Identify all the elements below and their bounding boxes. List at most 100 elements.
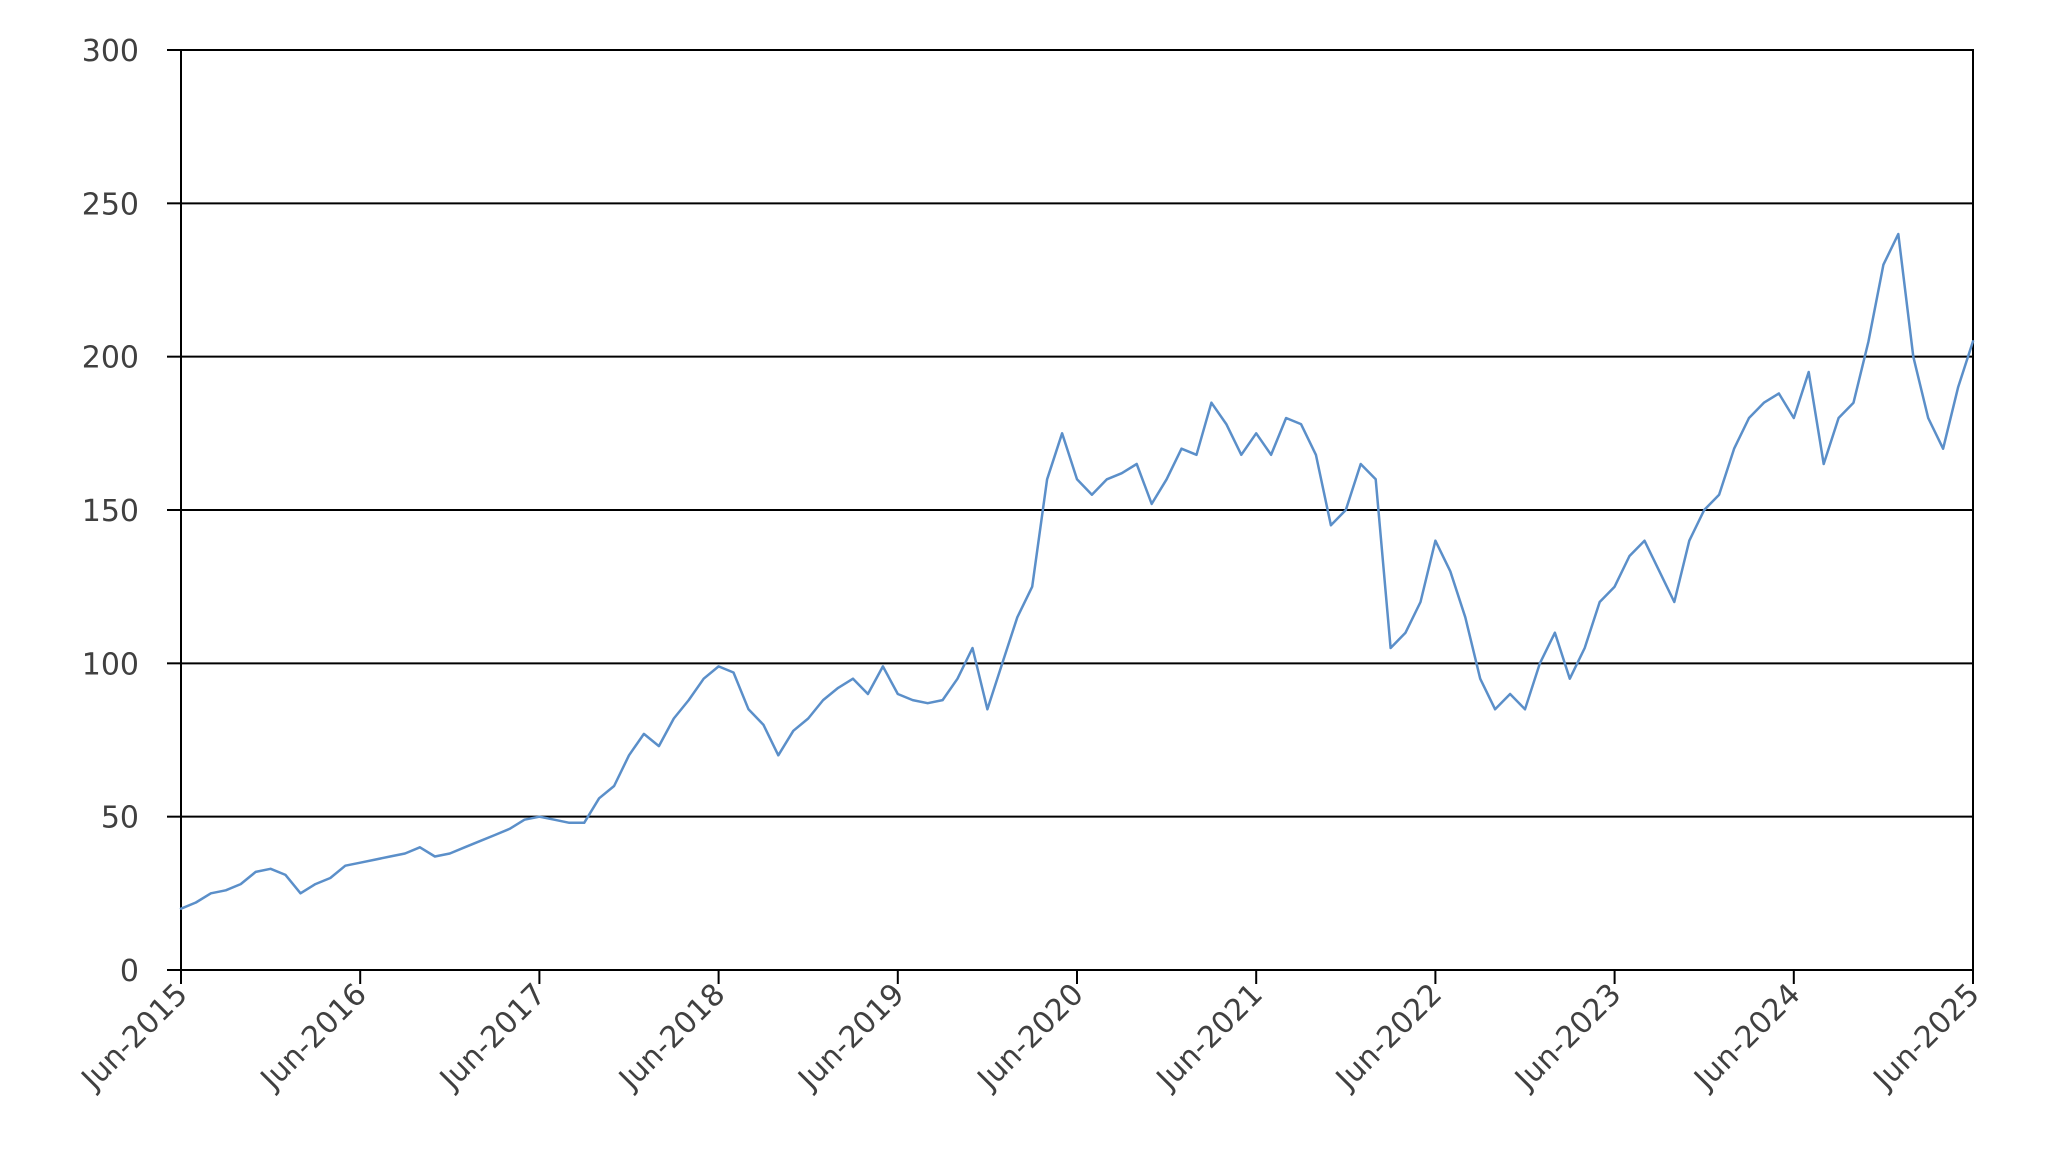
- data-point-2023-12: [1703, 509, 1705, 511]
- data-point-2017-01: [463, 846, 466, 849]
- x-tick-label-2024-06: Jun-2024: [1686, 977, 1807, 1098]
- data-point-2016-10: [419, 846, 421, 849]
- data-point-2020-01: [1001, 662, 1004, 665]
- x-tick-label-2019-06: Jun-2019: [790, 977, 911, 1098]
- data-point-2017-08: [568, 822, 571, 824]
- data-point-2020-10: [1135, 463, 1138, 465]
- data-point-2022-11: [1509, 693, 1511, 695]
- data-point-2022-05: [1419, 601, 1422, 603]
- data-point-2024-11: [1867, 340, 1870, 343]
- data-point-2015-06: [180, 907, 182, 910]
- data-point-2020-12: [1165, 478, 1168, 481]
- data-point-2023-03: [1569, 677, 1571, 680]
- data-point-2022-02: [1374, 478, 1377, 481]
- data-point-2017-10: [598, 797, 600, 800]
- data-point-2020-06: [1076, 478, 1078, 481]
- data-point-2023-04: [1583, 647, 1586, 649]
- y-axis: 0 50 100 150 200 250 300: [82, 34, 181, 989]
- data-point-2018-10: [777, 754, 780, 757]
- data-point-2016-09: [404, 852, 406, 855]
- data-point-2018-02: [658, 745, 660, 747]
- data-point-2025-05: [1957, 386, 1959, 389]
- data-point-2024-10: [1852, 401, 1855, 404]
- data-point-2021-10: [1315, 454, 1317, 456]
- data-point-2018-06: [717, 665, 720, 668]
- data-point-2023-10: [1673, 601, 1676, 603]
- x-tick-label-2016-06: Jun-2016: [253, 977, 374, 1098]
- y-tick-label-0: 0: [120, 954, 139, 989]
- y-tick-label-50: 50: [101, 801, 139, 836]
- x-tick-label-2025-06: Jun-2025: [1866, 977, 1987, 1098]
- data-point-2016-07: [374, 858, 376, 861]
- data-point-2021-02: [1195, 454, 1198, 456]
- series-line-0: [179, 232, 1975, 910]
- data-point-2020-07: [1091, 493, 1093, 496]
- data-point-2025-01: [1897, 233, 1900, 235]
- data-point-2019-01: [822, 699, 824, 701]
- data-point-2024-02: [1733, 447, 1735, 450]
- y-tick-label-200: 200: [82, 341, 139, 376]
- data-point-2018-11: [792, 730, 795, 732]
- data-point-2022-08: [1464, 616, 1467, 619]
- x-tick-label-2017-06: Jun-2017: [432, 977, 553, 1098]
- data-point-2015-08: [210, 892, 212, 895]
- data-point-2017-12: [628, 754, 630, 757]
- data-point-2020-05: [1061, 432, 1063, 435]
- x-tick-label-2015-06: Jun-2015: [74, 977, 195, 1098]
- data-point-2024-09: [1837, 417, 1840, 419]
- data-point-2016-03: [314, 883, 317, 885]
- data-point-2020-11: [1150, 503, 1153, 505]
- x-tick-label-2020-06: Jun-2020: [970, 977, 1091, 1098]
- data-point-2023-08: [1643, 539, 1646, 542]
- data-point-2025-04: [1942, 447, 1944, 450]
- data-point-2018-04: [687, 699, 690, 701]
- data-point-2016-06: [359, 861, 362, 864]
- data-point-2021-08: [1285, 417, 1287, 419]
- data-point-2019-12: [986, 708, 989, 711]
- data-point-2021-11: [1330, 524, 1332, 527]
- plot-frame: [180, 49, 1974, 971]
- data-point-2021-01: [1180, 447, 1183, 450]
- data-point-2023-11: [1688, 539, 1691, 542]
- data-point-2020-09: [1121, 472, 1123, 475]
- data-point-2016-12: [449, 852, 451, 855]
- data-point-2022-10: [1494, 708, 1496, 711]
- data-point-2022-03: [1389, 647, 1392, 649]
- data-point-2023-05: [1598, 601, 1601, 603]
- data-point-2023-09: [1658, 570, 1661, 573]
- data-point-2017-07: [553, 818, 556, 821]
- data-point-2019-08: [926, 702, 929, 704]
- data-point-2020-03: [1031, 585, 1033, 588]
- data-point-2017-04: [508, 828, 511, 830]
- data-point-2019-11: [971, 647, 974, 649]
- y-tick-label-100: 100: [82, 647, 139, 682]
- data-point-2021-06: [1255, 432, 1257, 435]
- data-point-2021-05: [1240, 454, 1243, 456]
- data-point-2022-12: [1524, 708, 1526, 711]
- data-point-2018-01: [643, 733, 645, 735]
- data-point-2016-11: [434, 855, 436, 858]
- data-point-2024-08: [1822, 463, 1825, 465]
- data-point-2018-09: [762, 723, 765, 726]
- x-tick-label-2022-06: Jun-2022: [1328, 977, 1449, 1098]
- y-tick-label-150: 150: [82, 494, 139, 529]
- data-point-2018-03: [673, 717, 675, 720]
- data-point-2024-06: [1793, 417, 1795, 419]
- data-point-2017-06: [538, 815, 541, 818]
- y-tick-label-250: 250: [82, 187, 139, 222]
- data-point-2021-09: [1300, 423, 1302, 425]
- data-point-2019-02: [837, 687, 839, 689]
- data-point-2024-03: [1748, 417, 1750, 419]
- x-tick-label-2021-06: Jun-2021: [1149, 977, 1270, 1098]
- data-point-2019-06: [897, 693, 899, 695]
- data-point-2022-04: [1404, 631, 1407, 634]
- data-point-2015-09: [225, 889, 227, 892]
- data-point-2016-05: [344, 864, 347, 867]
- data-point-2023-02: [1554, 631, 1556, 634]
- data-point-2017-05: [523, 818, 526, 821]
- data-point-2021-04: [1225, 423, 1228, 425]
- data-point-2018-07: [732, 671, 735, 674]
- data-point-2019-07: [911, 699, 914, 701]
- y-tick-label-300: 300: [82, 34, 139, 69]
